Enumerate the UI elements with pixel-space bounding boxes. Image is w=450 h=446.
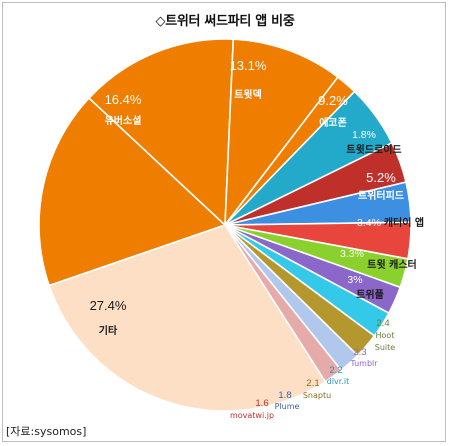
- slice-value-label: 2.1: [306, 378, 319, 389]
- slice-value-label: 16.4%: [105, 92, 142, 107]
- slice-name-label: 트윗드로이드: [346, 143, 401, 156]
- pie-slice: [38, 96, 227, 287]
- slice-value-label: 27.4%: [90, 298, 127, 313]
- slice-name-label: 유버소셜: [105, 114, 142, 127]
- chart-frame: [2, 2, 446, 442]
- slice-name-label: movatwi.jp: [230, 411, 274, 420]
- slice-value-label: 1.8%: [352, 129, 376, 141]
- slice-name-label: 트윗덱: [234, 88, 262, 101]
- slice-value-label: 1.8: [278, 390, 291, 401]
- pie-slice: [87, 38, 235, 227]
- slice-name-label: 트위플: [356, 288, 384, 301]
- slice-value-label: 3.4%: [357, 217, 381, 229]
- slice-name-label: 캐터이 앱: [384, 216, 424, 229]
- slice-name-label: 에코폰: [319, 116, 347, 129]
- pie-slice: [224, 38, 339, 228]
- chart-title: ◇트위터 써드파티 앱 비중: [155, 14, 295, 29]
- slice-name-label: 트윗 캐스터: [367, 258, 416, 271]
- slice-value-label: 1.6: [255, 398, 268, 409]
- slice-value-label: 2.4: [376, 318, 389, 329]
- slice-value-label: 3%: [347, 274, 362, 286]
- slice-name-label: Plume: [275, 402, 300, 411]
- slice-value-label: 13.1%: [230, 58, 267, 73]
- pie-slice: [48, 224, 327, 412]
- slice-name-label: dlvr.it: [327, 377, 350, 386]
- source-note: [자료:sysomos]: [6, 425, 87, 438]
- slice-name-label: Hoot: [376, 331, 395, 340]
- slice-value-label: 2.3: [353, 347, 366, 358]
- slice-value-label: 2.2: [329, 365, 342, 376]
- slice-value-label: 5.2%: [366, 170, 396, 185]
- slice-name-label: Snaptu: [303, 391, 331, 400]
- slice-value-label: 3.3%: [340, 248, 364, 260]
- slice-name-label: 트위터피드: [358, 189, 404, 202]
- slice-name-label: Tumblr: [349, 359, 378, 368]
- slice-name-label: Suite: [375, 343, 396, 352]
- slice-name-label: 기타: [99, 324, 118, 337]
- slice-value-label: 9.2%: [318, 93, 348, 108]
